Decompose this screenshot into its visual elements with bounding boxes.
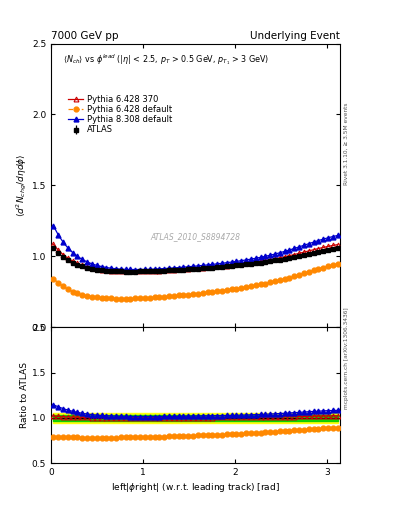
Pythia 8.308 default: [123, 266, 128, 272]
Pythia 6.428 370: [128, 268, 133, 274]
Pythia 8.308 default: [99, 264, 104, 270]
Pythia 6.428 370: [99, 267, 104, 273]
Pythia 6.428 default: [234, 286, 239, 292]
Line: Pythia 6.428 370: Pythia 6.428 370: [51, 242, 340, 274]
Text: $\langle N_{ch}\rangle$ vs $\phi^{lead}$ ($|\eta|$ < 2.5, $p_T$ > 0.5 GeV, $p_{T: $\langle N_{ch}\rangle$ vs $\phi^{lead}$…: [62, 52, 269, 67]
Pythia 8.308 default: [335, 232, 340, 239]
Pythia 6.428 default: [147, 294, 152, 301]
Line: Pythia 8.308 default: Pythia 8.308 default: [51, 223, 340, 272]
Pythia 6.428 default: [152, 294, 157, 301]
Pythia 6.428 370: [123, 268, 128, 274]
Pythia 6.428 370: [234, 262, 239, 268]
Text: Underlying Event: Underlying Event: [250, 31, 340, 41]
Y-axis label: $\langle d^2 N_{chg}/d\eta d\phi \rangle$: $\langle d^2 N_{chg}/d\eta d\phi \rangle…: [15, 154, 29, 217]
Pythia 6.428 default: [118, 295, 123, 302]
Pythia 8.308 default: [152, 266, 157, 272]
Text: ATLAS_2010_S8894728: ATLAS_2010_S8894728: [151, 232, 241, 241]
Pythia 6.428 370: [51, 242, 56, 248]
Pythia 6.428 default: [335, 261, 340, 267]
Pythia 8.308 default: [133, 266, 138, 272]
Pythia 6.428 default: [138, 295, 143, 301]
Pythia 6.428 370: [138, 268, 143, 274]
Text: 7000 GeV pp: 7000 GeV pp: [51, 31, 119, 41]
Pythia 8.308 default: [138, 266, 143, 272]
Pythia 8.308 default: [234, 258, 239, 264]
Pythia 6.428 default: [51, 275, 56, 282]
Text: Rivet 3.1.10, ≥ 3.5M events: Rivet 3.1.10, ≥ 3.5M events: [344, 102, 349, 185]
Line: Pythia 6.428 default: Pythia 6.428 default: [51, 262, 340, 301]
Pythia 6.428 370: [335, 242, 340, 248]
Pythia 6.428 370: [147, 268, 152, 274]
Pythia 6.428 370: [152, 268, 157, 274]
Pythia 6.428 default: [99, 295, 104, 301]
Pythia 8.308 default: [51, 223, 56, 229]
Y-axis label: Ratio to ATLAS: Ratio to ATLAS: [20, 362, 29, 428]
Pythia 6.428 default: [128, 295, 133, 302]
Legend: Pythia 6.428 370, Pythia 6.428 default, Pythia 8.308 default, ATLAS: Pythia 6.428 370, Pythia 6.428 default, …: [67, 93, 174, 136]
X-axis label: left$|\phi$right$|$ (w.r.t. leading track) [rad]: left$|\phi$right$|$ (w.r.t. leading trac…: [111, 481, 280, 495]
Pythia 8.308 default: [147, 266, 152, 272]
Text: mcplots.cern.ch [arXiv:1306.3436]: mcplots.cern.ch [arXiv:1306.3436]: [344, 308, 349, 409]
